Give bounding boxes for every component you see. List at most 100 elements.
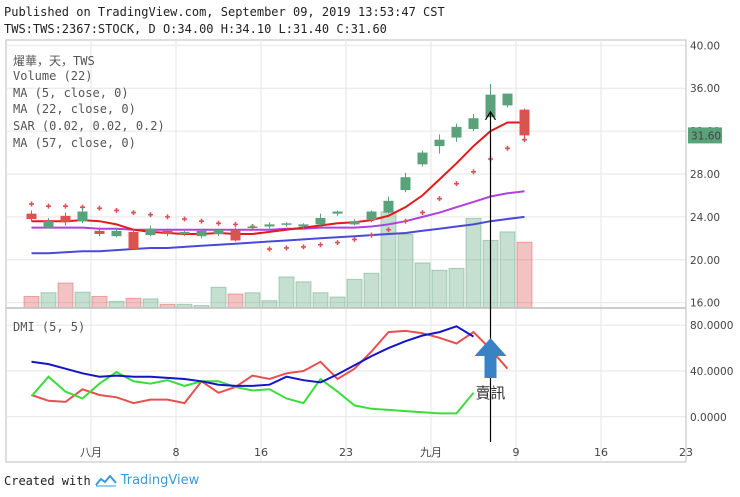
sar-point [182, 216, 187, 222]
candle-body [434, 139, 445, 147]
volume-bar [108, 300, 125, 309]
sar-point [63, 203, 68, 209]
sar-point [454, 181, 459, 187]
sar-points [29, 137, 527, 252]
sar-point [437, 196, 442, 202]
candle-body [366, 211, 377, 221]
candle-body [60, 215, 71, 223]
dmi-axis: 0.0000 40.0000 80.0000 [690, 320, 733, 424]
candle-body [281, 223, 292, 225]
sar-point [267, 246, 272, 252]
sar-point [403, 218, 408, 224]
candle-body [162, 230, 173, 235]
volume-bar [516, 241, 533, 309]
ma57-line [31, 215, 525, 255]
volume-bar [125, 297, 142, 309]
dmi-tick-label: 80.0000 [690, 320, 733, 332]
candle-body [128, 231, 139, 250]
volume-bar [227, 293, 244, 309]
candle-body [111, 230, 122, 237]
legend-ma22[interactable]: MA (22, close, 0) [13, 102, 136, 116]
volume-bar [448, 267, 465, 309]
volume-bar [74, 291, 91, 309]
y-tick-label: 16.00 [690, 298, 720, 310]
sar-point [369, 232, 374, 238]
candle-body [213, 229, 224, 235]
time-axis: 八月 8 16 23 九月 9 16 23 [80, 446, 693, 459]
candle-body [247, 226, 258, 229]
last-price-text: 31.60 [691, 130, 721, 142]
y-tick-label: 36.00 [690, 83, 720, 95]
blue-up-arrow-icon [474, 338, 507, 378]
sar-point [216, 220, 221, 226]
candle-body [179, 231, 190, 235]
volume-bar [397, 233, 414, 309]
volume-bar [431, 269, 448, 309]
sar-point [522, 137, 527, 143]
symbol-ohlc-line: TWS:TWS:2367:STOCK, D O:34.00 H:34.10 L:… [4, 22, 387, 36]
sar-point [352, 236, 357, 242]
legend-stock[interactable]: 燿華，天，TWS [13, 54, 95, 68]
x-tick-label: 16 [594, 446, 608, 459]
y-tick-label: 20.00 [690, 255, 720, 267]
candle-body [502, 93, 513, 106]
ma5-line [31, 121, 525, 235]
sar-point [165, 214, 170, 220]
candle-body [383, 200, 394, 213]
candle-body [145, 228, 156, 236]
candle-body [94, 230, 105, 235]
volume-bar [363, 272, 380, 309]
dmi-tick-label: 0.0000 [690, 412, 727, 424]
sar-point [318, 242, 323, 248]
published-caption: Published on TradingView.com, September … [4, 5, 445, 19]
x-tick-label: 16 [254, 446, 268, 459]
volume-bar [499, 231, 516, 309]
legend-dmi[interactable]: DMI (5, 5) [13, 320, 86, 334]
sar-point [386, 227, 391, 233]
legend-ma57[interactable]: MA (57, close, 0) [13, 136, 136, 150]
dmi-minus-line [30, 370, 475, 415]
y-tick-label: 40.00 [690, 40, 720, 52]
last-price-box [688, 127, 722, 144]
sar-point [471, 169, 476, 175]
candle-body [451, 126, 462, 138]
sar-point [131, 210, 136, 216]
candle-body [43, 221, 54, 228]
ma22-line [31, 190, 525, 231]
sar-point [29, 201, 34, 207]
volume-bar [23, 295, 40, 309]
volume-bars [23, 211, 533, 309]
x-tick-label: 23 [679, 446, 693, 459]
candle-body [519, 109, 530, 136]
tradingview-brand[interactable]: TradingView [120, 473, 200, 488]
legend-sar[interactable]: SAR (0.02, 0.02, 0.2) [13, 119, 165, 133]
signal-arrow-head [484, 110, 497, 121]
sar-point [301, 244, 306, 250]
y-tick-label: 28.00 [690, 169, 720, 181]
y-tick-label: 24.00 [690, 212, 720, 224]
volume-bar [380, 211, 397, 309]
candle-body [264, 224, 275, 227]
candle-body [349, 221, 360, 225]
volume-bar [329, 296, 346, 309]
sar-point [335, 240, 340, 246]
legend-ma5[interactable]: MA (5, close, 0) [13, 86, 129, 100]
x-tick-label: 8 [173, 446, 180, 459]
dmi-lines [30, 325, 509, 415]
volume-bar [210, 286, 227, 309]
sar-point [284, 245, 289, 251]
x-tick-label: 9 [513, 446, 520, 459]
sar-point [46, 203, 51, 209]
tradingview-logo-icon [94, 474, 117, 486]
candle-body [468, 118, 479, 129]
legend-volume[interactable]: Volume (22) [13, 69, 93, 83]
volume-bar [414, 262, 431, 309]
candle-body [417, 152, 428, 165]
candle-body [77, 211, 88, 222]
volume-bar [465, 217, 482, 309]
volume-bar [57, 282, 74, 309]
candles [26, 83, 530, 251]
x-tick-label: 八月 [80, 446, 102, 459]
sar-point [233, 221, 238, 227]
